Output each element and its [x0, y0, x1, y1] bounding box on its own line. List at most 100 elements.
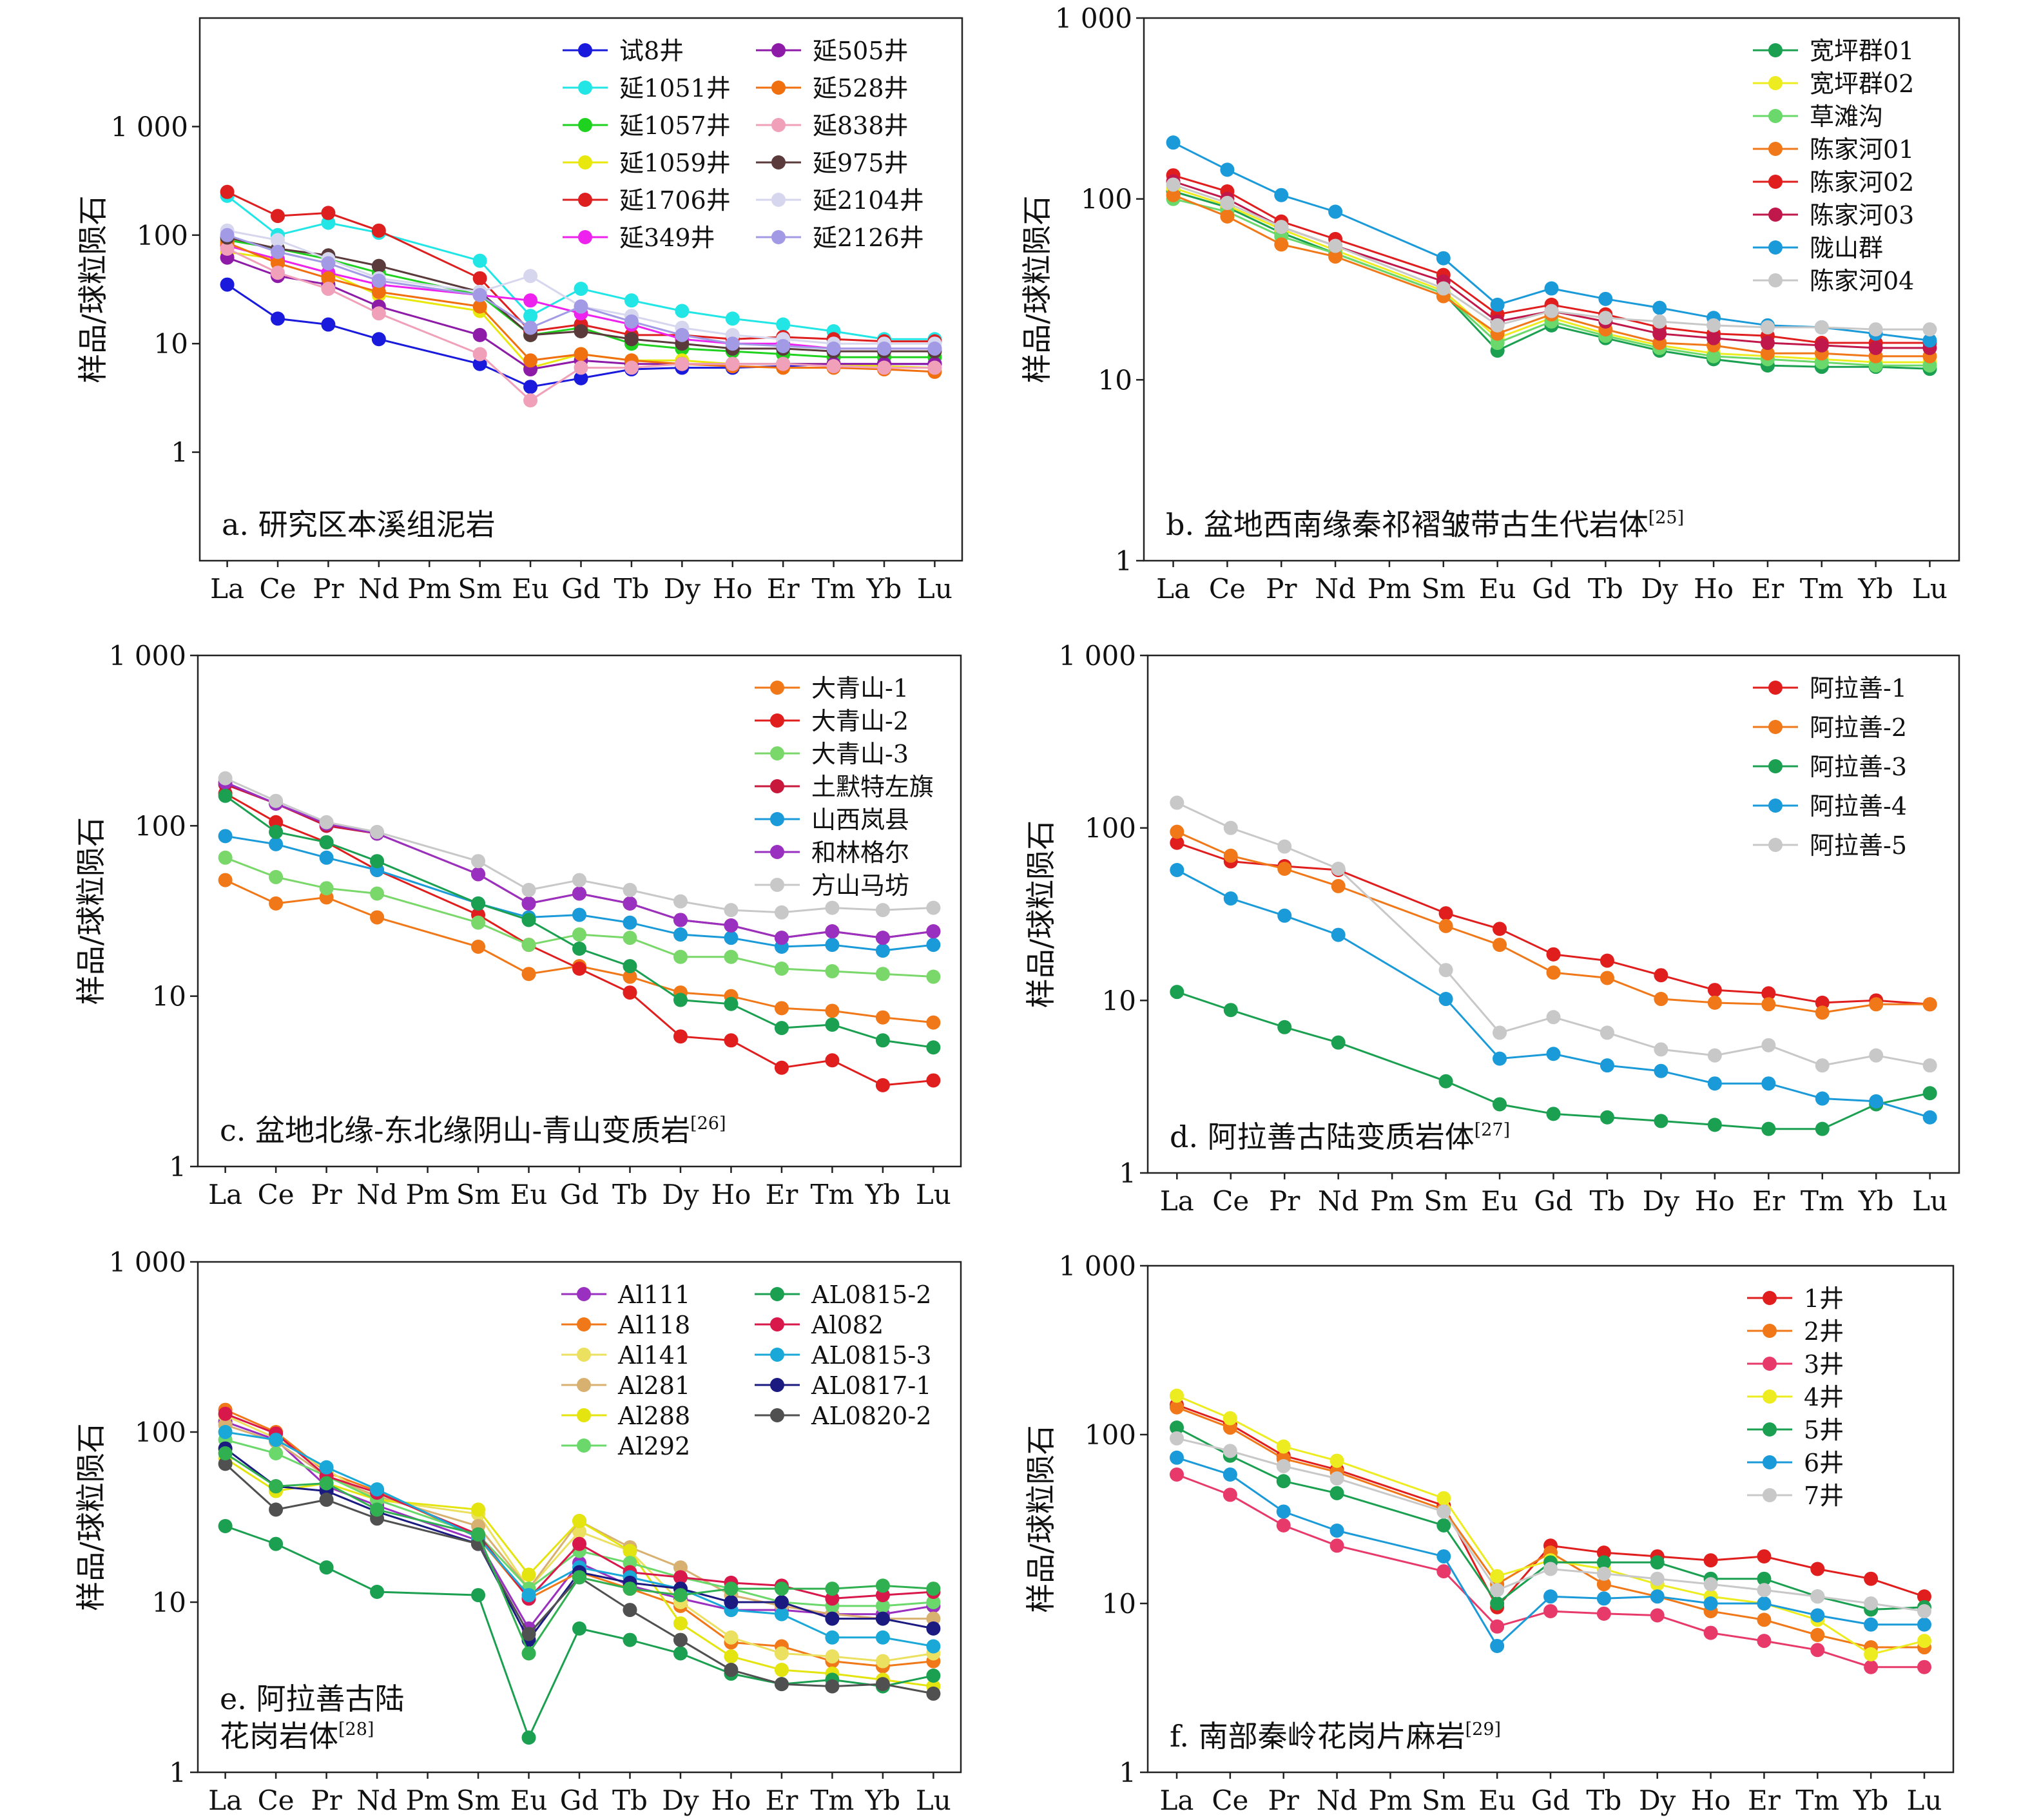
panel-e: 1 10 100 1 000 样品/球粒陨石 La Ce Pr Nd Pm Sm Eu Gd Tb Dy Ho…: [73, 1246, 962, 1816]
data-point: [269, 793, 284, 808]
data-point: [876, 360, 891, 375]
data-point: [471, 940, 486, 954]
x-tick-label: Er: [766, 1785, 799, 1816]
data-point: [472, 271, 487, 286]
data-point: [572, 962, 586, 976]
data-point: [1596, 1555, 1611, 1570]
data-point: [269, 1446, 284, 1460]
data-point: [774, 1646, 789, 1661]
data-point: [875, 1630, 890, 1645]
panel-caption: b. 盆地西南缘秦祁褶皱带古生代岩体[25]: [1166, 507, 1684, 542]
legend-swatch-marker: [771, 155, 786, 169]
legend-swatch-marker: [771, 118, 786, 132]
data-point: [675, 304, 690, 318]
data-point: [572, 941, 586, 956]
x-tick-label: Ho: [711, 1179, 751, 1210]
legend-swatch-marker: [577, 1438, 591, 1453]
data-point: [1707, 995, 1722, 1010]
x-tick-label: Nd: [1315, 573, 1356, 605]
x-tick-label: Eu: [1481, 1185, 1518, 1217]
legend-label: 7井: [1804, 1482, 1844, 1510]
legend-swatch-marker: [770, 1317, 784, 1331]
y-tick-label: 100: [135, 1417, 186, 1448]
series-unlabeled: [218, 788, 941, 1055]
legend-label: 3井: [1804, 1350, 1844, 1379]
series-line: [227, 234, 935, 350]
legend-item: AL0820-2: [755, 1402, 931, 1430]
series-line: [224, 795, 934, 1049]
legend-swatch-marker: [1768, 273, 1783, 287]
caption-reference: [29]: [1465, 1719, 1501, 1739]
x-tick-label: Sm: [456, 1179, 501, 1210]
legend-swatch-marker: [771, 230, 786, 244]
data-point: [269, 824, 284, 839]
x-tick-label: Yb: [865, 1785, 901, 1816]
x-tick-label: Tb: [614, 573, 649, 605]
data-point: [1761, 1121, 1776, 1136]
x-tick-label: Gd: [1532, 573, 1571, 605]
data-point: [926, 1621, 941, 1636]
data-point: [1166, 188, 1181, 202]
x-tick-label: Er: [767, 573, 800, 605]
data-point: [574, 299, 588, 314]
data-point: [1493, 938, 1507, 953]
data-point: [1436, 1549, 1451, 1563]
x-tick-label: Ce: [258, 1179, 295, 1210]
legend-label: 4井: [1804, 1383, 1844, 1411]
series-line: [226, 195, 935, 340]
x-tick-label: Gd: [561, 573, 600, 605]
x-tick-label: Ce: [260, 573, 296, 605]
caption-reference: [25]: [1648, 508, 1684, 528]
legend-swatch-marker: [770, 1348, 784, 1362]
data-point: [1650, 1555, 1665, 1570]
data-point: [1546, 1010, 1561, 1025]
data-point: [1652, 314, 1667, 329]
legend-swatch-marker: [577, 1378, 591, 1392]
data-point: [724, 1582, 739, 1596]
data-point: [1328, 204, 1343, 219]
y-tick-label: 10: [1102, 1588, 1136, 1620]
panel-f: 1 10 100 1 000 样品/球粒陨石 La Ce Pr Nd Pm Sm Eu Gd Tb Dy Ho…: [1023, 1250, 1955, 1816]
data-point: [1922, 1110, 1937, 1125]
data-point: [1170, 985, 1184, 1000]
data-point: [1917, 1589, 1931, 1604]
x-tick-label: Eu: [510, 1785, 548, 1816]
data-point: [673, 949, 688, 964]
data-point: [725, 311, 740, 326]
data-point: [319, 815, 334, 829]
x-tick-label: Tb: [1586, 1785, 1621, 1816]
data-point: [1707, 1118, 1722, 1132]
data-point: [1600, 1025, 1614, 1040]
data-point: [1223, 1444, 1237, 1458]
y-tick-label: 1: [1119, 1157, 1136, 1189]
data-point: [1815, 1091, 1830, 1106]
data-point: [472, 347, 487, 362]
data-point: [572, 1514, 586, 1529]
x-tick-label: Pm: [406, 1785, 450, 1816]
legend-item: 阿拉善-1: [1753, 674, 1907, 702]
data-point: [220, 228, 235, 242]
data-point: [523, 309, 538, 324]
data-point: [572, 1621, 586, 1636]
data-point: [825, 1053, 840, 1068]
legend-item: 草滩沟: [1753, 102, 1883, 131]
x-tick-label: Gd: [1534, 1185, 1572, 1217]
legend-swatch-marker: [578, 155, 592, 169]
data-point: [218, 1457, 233, 1471]
series-延838井: [220, 241, 942, 408]
legend-swatch-marker: [771, 81, 786, 95]
legend-swatch-marker: [1763, 1488, 1777, 1502]
x-tick-label: Eu: [1478, 1785, 1516, 1816]
series-line: [1176, 1457, 1924, 1648]
legend-label: 和林格尔: [811, 838, 909, 867]
y-tick-label: 1: [1119, 1757, 1136, 1788]
series-line: [225, 1413, 934, 1600]
legend-item: Al111: [561, 1281, 690, 1309]
legend-item: 7井: [1747, 1482, 1844, 1510]
data-point: [1864, 1660, 1879, 1674]
data-point: [675, 327, 690, 342]
y-tick-label: 1 000: [1055, 3, 1132, 34]
data-point: [521, 1730, 536, 1745]
